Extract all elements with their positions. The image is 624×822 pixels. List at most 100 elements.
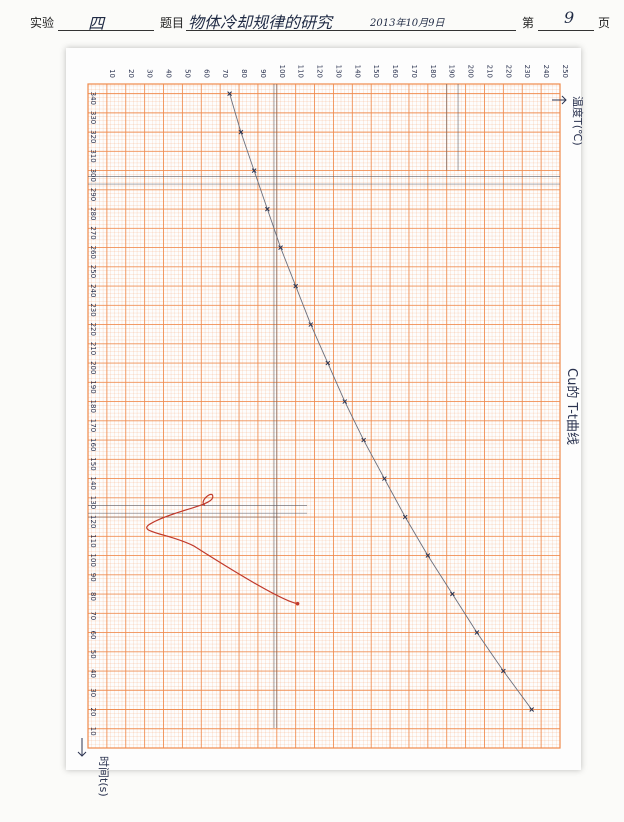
data-point-mark <box>325 360 331 366</box>
title-label: 题目 <box>160 16 185 30</box>
temperature-tick-label: 200 <box>467 65 475 78</box>
time-tick-label: 280 <box>89 207 97 220</box>
temperature-tick-label: 160 <box>391 65 399 78</box>
experiment-label: 实验 <box>30 16 55 30</box>
time-tick-label: 90 <box>89 573 97 582</box>
time-tick-label: 190 <box>89 380 97 393</box>
time-tick-labels: 10 20 30 40 50 60 70 80 90 100 110 120 130 140 150 160 1… <box>89 92 97 736</box>
data-point-mark <box>238 129 244 135</box>
time-tick-label: 140 <box>89 477 97 490</box>
time-tick-label: 210 <box>89 342 97 355</box>
time-tick-label: 290 <box>89 188 97 201</box>
title-value: 物体冷却规律的研究 <box>188 13 333 32</box>
time-tick-label: 50 <box>89 650 97 659</box>
temperature-tick-label: 170 <box>410 65 418 78</box>
temperature-tick-label: 150 <box>372 65 380 78</box>
temperature-tick-label: 240 <box>542 65 550 78</box>
time-tick-label: 10 <box>89 727 97 736</box>
temperature-tick-label: 140 <box>353 65 361 78</box>
time-tick-label: 260 <box>89 246 97 259</box>
data-point-mark <box>361 437 367 443</box>
temperature-tick-label: 10 <box>108 69 116 78</box>
time-tick-label: 80 <box>89 592 97 601</box>
grid-border <box>87 83 561 749</box>
time-tick-label: 270 <box>89 226 97 239</box>
data-point-mark <box>251 168 257 173</box>
experiment-number: 四 <box>88 14 105 33</box>
time-tick-label: 170 <box>89 419 97 432</box>
data-point-mark <box>425 553 431 558</box>
time-tick-label: 320 <box>89 130 97 143</box>
temperature-axis-arrow <box>552 95 567 105</box>
time-tick-label: 300 <box>89 169 97 182</box>
time-tick-label: 70 <box>89 611 97 620</box>
data-point-mark <box>382 476 387 481</box>
time-tick-label: 310 <box>89 149 97 162</box>
x-axis-label: 时间t(s) <box>97 756 110 797</box>
temperature-tick-label: 230 <box>523 65 531 78</box>
red-curve-end-dot <box>295 601 300 606</box>
temperature-tick-labels: 10 20 30 40 50 60 70 80 90 100 110 120 130 140 150 160 1… <box>108 65 569 78</box>
time-tick-label: 240 <box>89 284 97 297</box>
title-underline <box>186 30 516 31</box>
temperature-tick-label: 30 <box>146 69 154 78</box>
time-tick-label: 110 <box>89 534 97 547</box>
temperature-tick-label: 220 <box>504 65 512 78</box>
temperature-tick-label: 50 <box>183 69 191 78</box>
temperature-tick-label: 130 <box>334 65 342 78</box>
experiment-underline <box>58 30 154 31</box>
y-axis-label: 温度T(℃) <box>571 96 585 146</box>
time-tick-label: 60 <box>89 631 97 640</box>
data-point-mark <box>227 91 232 96</box>
page-number: 9 <box>564 8 575 27</box>
temperature-tick-label: 190 <box>448 65 456 78</box>
temperature-tick-label: 110 <box>297 65 305 78</box>
page-label-after: 页 <box>598 16 611 30</box>
data-point-mark <box>265 206 270 212</box>
data-point-mark <box>293 283 299 289</box>
temperature-tick-label: 210 <box>485 65 493 78</box>
date-value: 2013年10月9日 <box>370 18 445 29</box>
time-tick-label: 150 <box>89 457 97 470</box>
chart-title: Cu的 T-t曲线 <box>564 368 580 445</box>
cooling-data-points <box>227 91 535 712</box>
graph-grid <box>87 83 561 749</box>
temperature-tick-label: 180 <box>429 65 437 78</box>
time-tick-label: 100 <box>89 554 97 567</box>
data-point-mark <box>501 668 506 674</box>
data-point-mark <box>308 322 314 327</box>
temperature-tick-label: 250 <box>561 65 569 78</box>
time-tick-label: 40 <box>89 669 97 678</box>
time-tick-label: 20 <box>89 708 97 717</box>
data-point-mark <box>402 514 408 520</box>
data-point-mark <box>278 245 283 250</box>
time-tick-label: 250 <box>89 265 97 278</box>
time-tick-label: 130 <box>89 496 97 509</box>
temperature-tick-label: 90 <box>259 69 267 78</box>
temperature-tick-label: 120 <box>316 65 324 78</box>
temperature-tick-label: 60 <box>202 69 210 78</box>
time-tick-label: 180 <box>89 400 97 413</box>
data-point-mark <box>450 591 455 597</box>
pencil-guide-lines <box>88 84 560 728</box>
time-tick-label: 340 <box>89 92 97 105</box>
notebook-header: 实验 四 题目 物体冷却规律的研究 2013年10月9日 第 9 页 <box>0 0 624 40</box>
time-tick-label: 120 <box>89 515 97 528</box>
page-label-before: 第 <box>522 16 535 30</box>
page-underline <box>538 30 594 31</box>
time-tick-label: 220 <box>89 323 97 336</box>
data-point-mark <box>342 399 348 404</box>
temperature-tick-label: 20 <box>127 69 135 78</box>
time-axis-arrow <box>77 738 87 757</box>
time-tick-label: 160 <box>89 438 97 451</box>
time-tick-label: 330 <box>89 111 97 124</box>
temperature-tick-label: 70 <box>221 69 229 78</box>
temperature-tick-label: 40 <box>165 69 173 78</box>
graph-paper-sheet <box>66 48 581 770</box>
time-tick-label: 30 <box>89 688 97 697</box>
time-tick-label: 230 <box>89 303 97 316</box>
data-point-mark <box>474 630 480 635</box>
time-tick-label: 200 <box>89 361 97 374</box>
temperature-tick-label: 80 <box>240 69 248 78</box>
